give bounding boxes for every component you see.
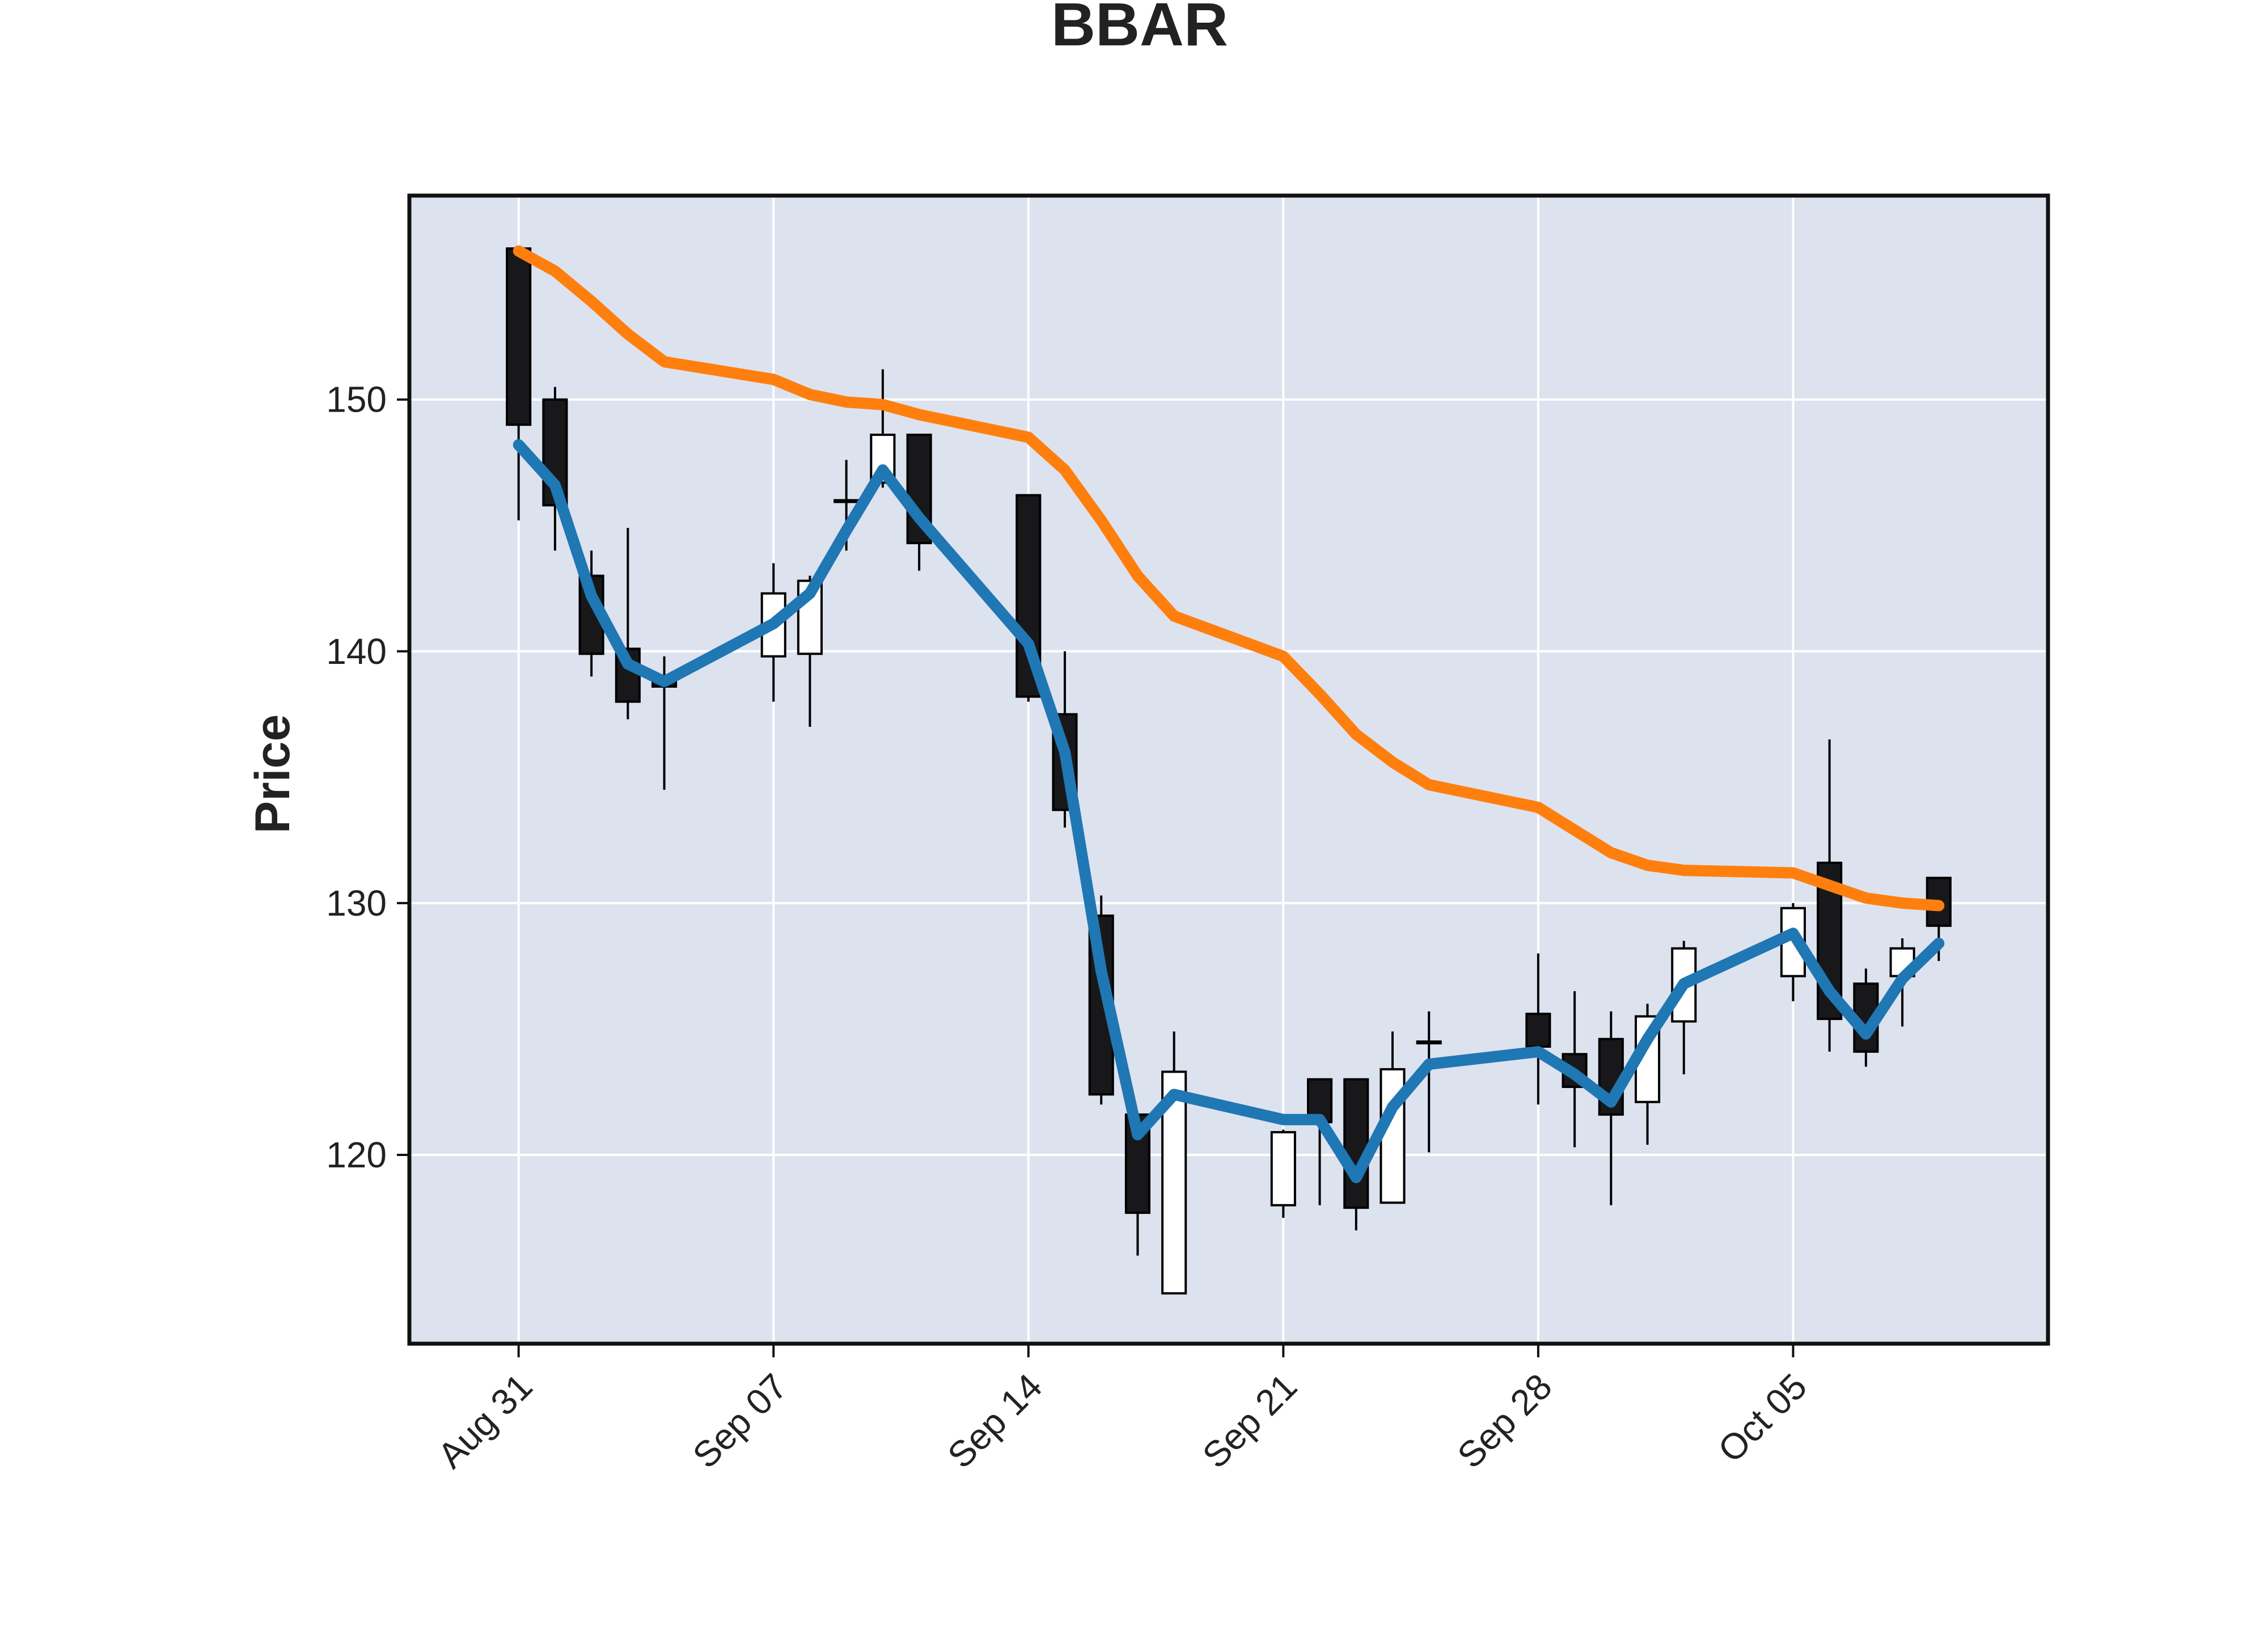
x-tick-label: Sep 07 [685,1366,795,1476]
y-tick-label: 140 [326,631,387,672]
chart-title: BBAR [1051,0,1228,58]
candle [1161,1031,1187,1295]
x-tick-label: Sep 28 [1449,1366,1559,1476]
plot-frame [407,193,2050,1346]
moving-average-lines [513,245,1945,1183]
candle [506,247,532,520]
candle-body [506,247,532,426]
candle-body [1270,1131,1296,1206]
grid [409,196,2048,1344]
y-tick-label: 130 [326,883,387,924]
candle [1270,1129,1296,1218]
candle [1343,1078,1369,1231]
candle-body [1343,1078,1369,1209]
candle [1416,1011,1442,1153]
y-tick-label: 120 [326,1134,387,1175]
x-tick-label: Sep 14 [940,1366,1050,1476]
candle-body [1525,1013,1551,1048]
y-axis-label: Price [246,714,300,833]
x-axis-ticks: Aug 31 Sep 07 Sep 14 Sep 21 Sep 28 Oct 05 [430,1345,1814,1476]
x-tick-label: Aug 31 [430,1366,540,1476]
series-line-orange [513,245,1945,912]
candle-body [833,499,860,503]
y-axis-ticks: 120 130 140 150 [326,379,409,1175]
candle [1380,1031,1406,1204]
x-tick-label: Oct 05 [1710,1366,1814,1470]
y-tick-label: 150 [326,379,387,420]
plot-area [409,196,2048,1344]
candle [1307,1078,1333,1205]
series-line-blue [513,439,1945,1183]
candle-body [1416,1040,1442,1045]
x-tick-label: Sep 21 [1195,1366,1305,1476]
